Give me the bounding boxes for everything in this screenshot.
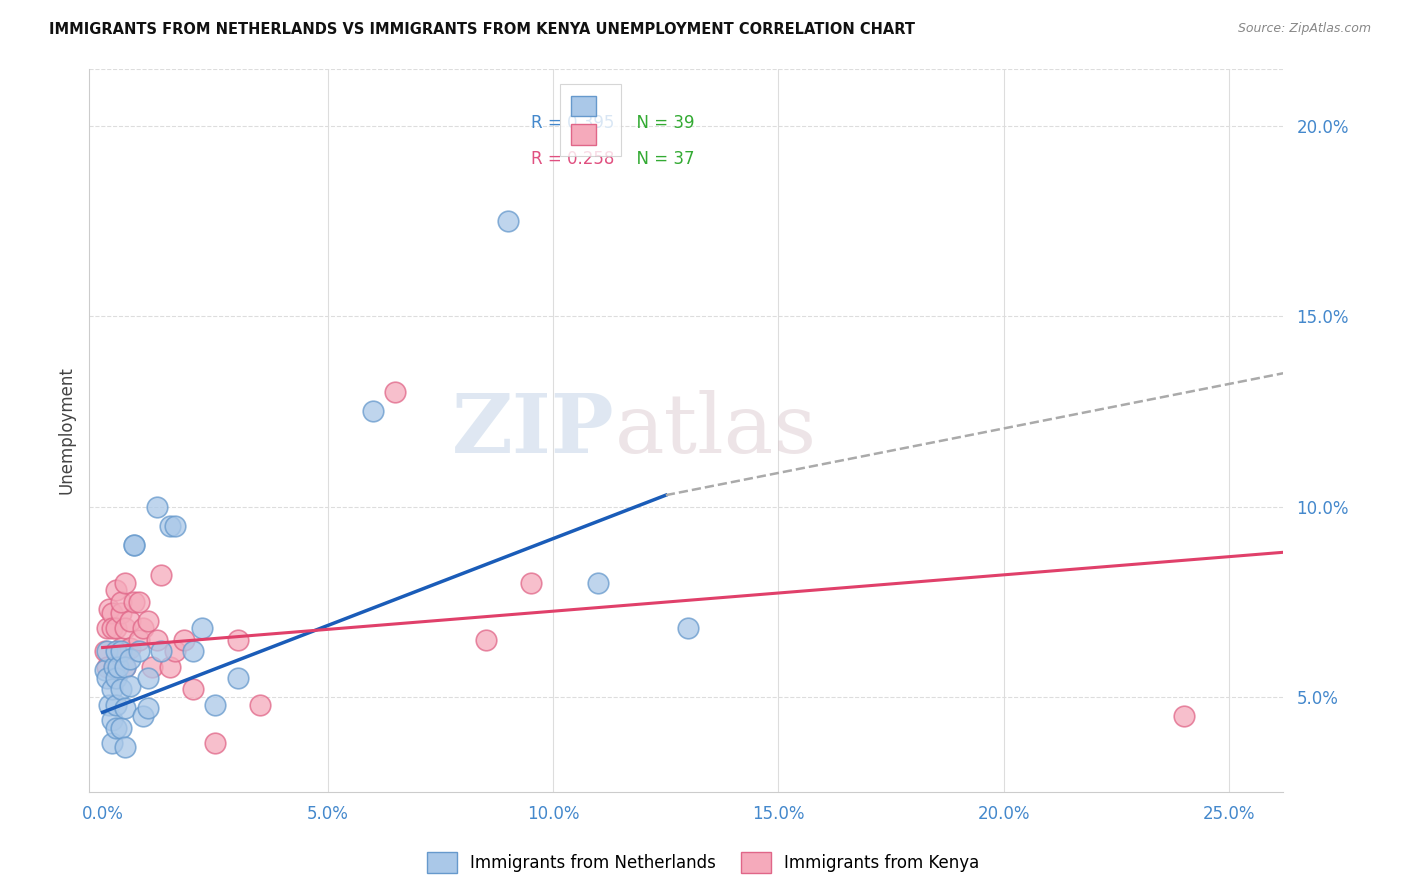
Point bbox=[159, 518, 181, 533]
Point bbox=[118, 640, 141, 655]
Point bbox=[114, 739, 136, 754]
Point bbox=[226, 671, 249, 685]
Point bbox=[384, 385, 406, 400]
Point bbox=[145, 500, 167, 514]
Text: N = 39: N = 39 bbox=[627, 114, 695, 132]
Point bbox=[98, 602, 121, 616]
Point bbox=[110, 595, 132, 609]
Point bbox=[122, 595, 145, 609]
Point bbox=[105, 721, 128, 735]
Point bbox=[204, 698, 226, 712]
Point bbox=[105, 622, 128, 636]
Point bbox=[103, 659, 125, 673]
Point bbox=[96, 671, 118, 685]
Text: R = 0.395: R = 0.395 bbox=[531, 114, 614, 132]
Point bbox=[190, 622, 212, 636]
Point bbox=[128, 595, 150, 609]
Point bbox=[100, 606, 122, 620]
Point bbox=[114, 575, 136, 590]
Point bbox=[519, 575, 541, 590]
Point bbox=[136, 614, 159, 628]
Point bbox=[181, 644, 204, 658]
Point bbox=[110, 606, 132, 620]
Point bbox=[96, 659, 118, 673]
Point bbox=[105, 659, 128, 673]
Point bbox=[105, 644, 128, 658]
Point bbox=[105, 671, 128, 685]
Point bbox=[96, 644, 118, 658]
Point bbox=[105, 698, 128, 712]
Point bbox=[100, 736, 122, 750]
Point bbox=[181, 682, 204, 697]
Point bbox=[496, 214, 519, 228]
Point bbox=[150, 568, 173, 582]
Point bbox=[132, 709, 155, 723]
Point bbox=[159, 659, 181, 673]
Point bbox=[118, 679, 141, 693]
Point bbox=[118, 614, 141, 628]
Point bbox=[474, 632, 496, 647]
Point bbox=[141, 659, 163, 673]
Point bbox=[100, 622, 122, 636]
Point bbox=[118, 652, 141, 666]
Point bbox=[361, 404, 384, 418]
Point bbox=[110, 644, 132, 658]
Point bbox=[136, 671, 159, 685]
Point bbox=[122, 538, 145, 552]
Point bbox=[107, 659, 129, 673]
Text: Source: ZipAtlas.com: Source: ZipAtlas.com bbox=[1237, 22, 1371, 36]
Point bbox=[249, 698, 271, 712]
Y-axis label: Unemployment: Unemployment bbox=[58, 367, 75, 494]
Point bbox=[128, 644, 150, 658]
Point bbox=[105, 583, 128, 598]
Point bbox=[132, 622, 155, 636]
Point bbox=[678, 622, 700, 636]
Point bbox=[114, 659, 136, 673]
Point bbox=[114, 701, 136, 715]
Text: R = 0.258: R = 0.258 bbox=[531, 150, 614, 168]
Point bbox=[100, 682, 122, 697]
Point bbox=[100, 713, 122, 727]
Text: ZIP: ZIP bbox=[451, 391, 614, 470]
Point bbox=[226, 632, 249, 647]
Point bbox=[1173, 709, 1195, 723]
Point bbox=[136, 701, 159, 715]
Point bbox=[114, 622, 136, 636]
Legend: , : , bbox=[560, 84, 621, 156]
Point bbox=[145, 632, 167, 647]
Point bbox=[110, 682, 132, 697]
Point bbox=[122, 538, 145, 552]
Text: IMMIGRANTS FROM NETHERLANDS VS IMMIGRANTS FROM KENYA UNEMPLOYMENT CORRELATION CH: IMMIGRANTS FROM NETHERLANDS VS IMMIGRANT… bbox=[49, 22, 915, 37]
Text: atlas: atlas bbox=[614, 391, 817, 470]
Point bbox=[94, 644, 117, 658]
Point bbox=[98, 698, 121, 712]
Point bbox=[114, 659, 136, 673]
Point bbox=[163, 518, 186, 533]
Point bbox=[110, 640, 132, 655]
Legend: Immigrants from Netherlands, Immigrants from Kenya: Immigrants from Netherlands, Immigrants … bbox=[420, 846, 986, 880]
Point bbox=[94, 664, 117, 678]
Text: N = 37: N = 37 bbox=[627, 150, 695, 168]
Point bbox=[96, 622, 118, 636]
Point bbox=[586, 575, 609, 590]
Point bbox=[110, 721, 132, 735]
Point bbox=[173, 632, 195, 647]
Point bbox=[204, 736, 226, 750]
Point bbox=[103, 659, 125, 673]
Point bbox=[128, 632, 150, 647]
Point bbox=[163, 644, 186, 658]
Point bbox=[150, 644, 173, 658]
